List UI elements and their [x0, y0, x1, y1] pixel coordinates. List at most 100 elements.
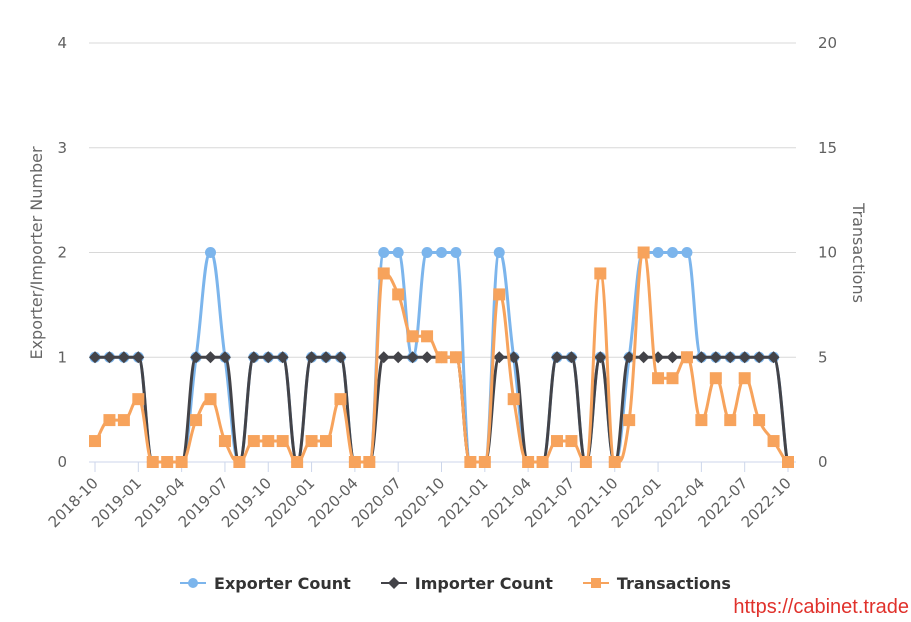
- data-point-square: [175, 456, 188, 468]
- y-axis-right-title: Transactions: [849, 202, 868, 303]
- data-point-square: [464, 456, 477, 468]
- data-point-square: [522, 456, 535, 468]
- data-point-square: [478, 456, 491, 468]
- legend-item-exporter-count[interactable]: Exporter Count: [180, 574, 351, 593]
- y-right-tick-label: 15: [818, 139, 837, 157]
- data-point-diamond: [117, 351, 130, 364]
- data-point-diamond: [753, 351, 766, 364]
- data-point-square: [348, 456, 361, 468]
- data-point-square: [406, 330, 419, 343]
- data-point-diamond: [421, 351, 434, 364]
- data-point-diamond: [738, 351, 751, 364]
- data-point-diamond: [89, 351, 101, 364]
- y-axis-left: 0 1 2 3 4: [57, 34, 67, 471]
- data-point-square: [334, 393, 347, 406]
- data-point-square: [247, 435, 260, 448]
- chart-canvas: 2018-102019-012019-042019-072019-102020-…: [27, 34, 868, 531]
- data-point-diamond: [594, 351, 607, 364]
- data-point-diamond: [305, 351, 318, 364]
- watermark-link[interactable]: https://cabinet.trade: [733, 596, 909, 618]
- data-point-square: [218, 435, 231, 448]
- data-point-square: [435, 351, 448, 364]
- data-point-square: [233, 456, 246, 468]
- data-point-square: [132, 393, 145, 406]
- data-point-diamond: [709, 351, 722, 364]
- square-marker-icon: [582, 578, 609, 588]
- data-point-diamond: [695, 351, 708, 364]
- data-point-diamond: [724, 351, 737, 364]
- y-right-tick-label: 10: [818, 244, 837, 262]
- data-point-square: [608, 456, 621, 468]
- data-point-square: [103, 414, 116, 427]
- y-right-tick-label: 5: [818, 348, 828, 366]
- data-point-diamond: [204, 351, 217, 364]
- data-point-square: [507, 393, 520, 406]
- legend-label: Importer Count: [414, 573, 553, 593]
- data-point-circle: [681, 247, 693, 258]
- data-point-diamond: [218, 351, 231, 364]
- data-point-diamond: [623, 351, 636, 364]
- data-point-square: [652, 372, 665, 385]
- data-point-square: [204, 393, 217, 406]
- data-point-square: [680, 351, 693, 364]
- data-point-square: [724, 414, 737, 427]
- data-point-square: [753, 414, 766, 427]
- data-point-square: [320, 435, 332, 448]
- data-point-diamond: [247, 351, 260, 364]
- data-point-diamond: [666, 351, 679, 364]
- legend-item-importer-count[interactable]: Importer Count: [380, 573, 553, 593]
- data-point-square: [421, 330, 434, 343]
- y-tick-label: 2: [57, 244, 67, 262]
- data-point-square: [738, 372, 751, 385]
- data-point-square: [695, 414, 708, 427]
- grid-lines: [89, 42, 796, 358]
- data-point-square: [363, 456, 376, 468]
- data-point-diamond: [190, 351, 203, 364]
- data-point-circle: [493, 247, 505, 258]
- data-point-square: [637, 246, 650, 259]
- data-point-circle: [378, 247, 390, 258]
- data-point-diamond: [276, 351, 289, 364]
- y-axis-left-title: Exporter/Importer Number: [27, 146, 46, 359]
- data-point-square: [782, 456, 794, 468]
- data-point-diamond: [637, 351, 650, 364]
- y-tick-label: 3: [57, 139, 67, 157]
- data-point-diamond: [377, 351, 390, 364]
- y-tick-label: 4: [57, 34, 67, 52]
- data-point-circle: [421, 247, 433, 258]
- legend: Exporter Count Importer Count Transactio…: [0, 570, 911, 596]
- data-point-square: [449, 351, 462, 364]
- data-point-square: [190, 414, 203, 427]
- data-point-square: [536, 456, 549, 468]
- data-point-circle: [436, 247, 447, 258]
- data-point-diamond: [551, 351, 563, 364]
- data-point-diamond: [334, 351, 347, 364]
- data-point-diamond: [406, 351, 419, 364]
- diamond-marker-icon: [380, 577, 407, 589]
- data-point-square: [377, 267, 390, 280]
- data-point-square: [117, 414, 130, 427]
- data-point-square: [161, 456, 174, 468]
- data-point-square: [89, 435, 101, 448]
- data-point-square: [493, 288, 506, 301]
- data-point-square: [291, 456, 304, 468]
- y-right-tick-label: 20: [818, 34, 837, 52]
- data-point-square: [594, 267, 607, 280]
- data-point-diamond: [392, 351, 405, 364]
- data-point-circle: [392, 247, 404, 258]
- data-point-square: [146, 456, 159, 468]
- data-point-diamond: [767, 351, 780, 364]
- data-point-diamond: [565, 351, 578, 364]
- data-point-diamond: [262, 351, 275, 364]
- series-group: [89, 246, 794, 468]
- data-point-square: [709, 372, 722, 385]
- data-point-square: [623, 414, 636, 427]
- y-tick-label: 1: [57, 348, 67, 366]
- legend-item-transactions[interactable]: Transactions: [582, 574, 731, 593]
- y-right-tick-label: 0: [818, 453, 828, 471]
- data-point-circle: [450, 247, 462, 258]
- data-point-circle: [205, 247, 216, 258]
- data-point-square: [551, 435, 563, 448]
- legend-label: Exporter Count: [214, 573, 351, 593]
- circle-marker-icon: [180, 578, 207, 588]
